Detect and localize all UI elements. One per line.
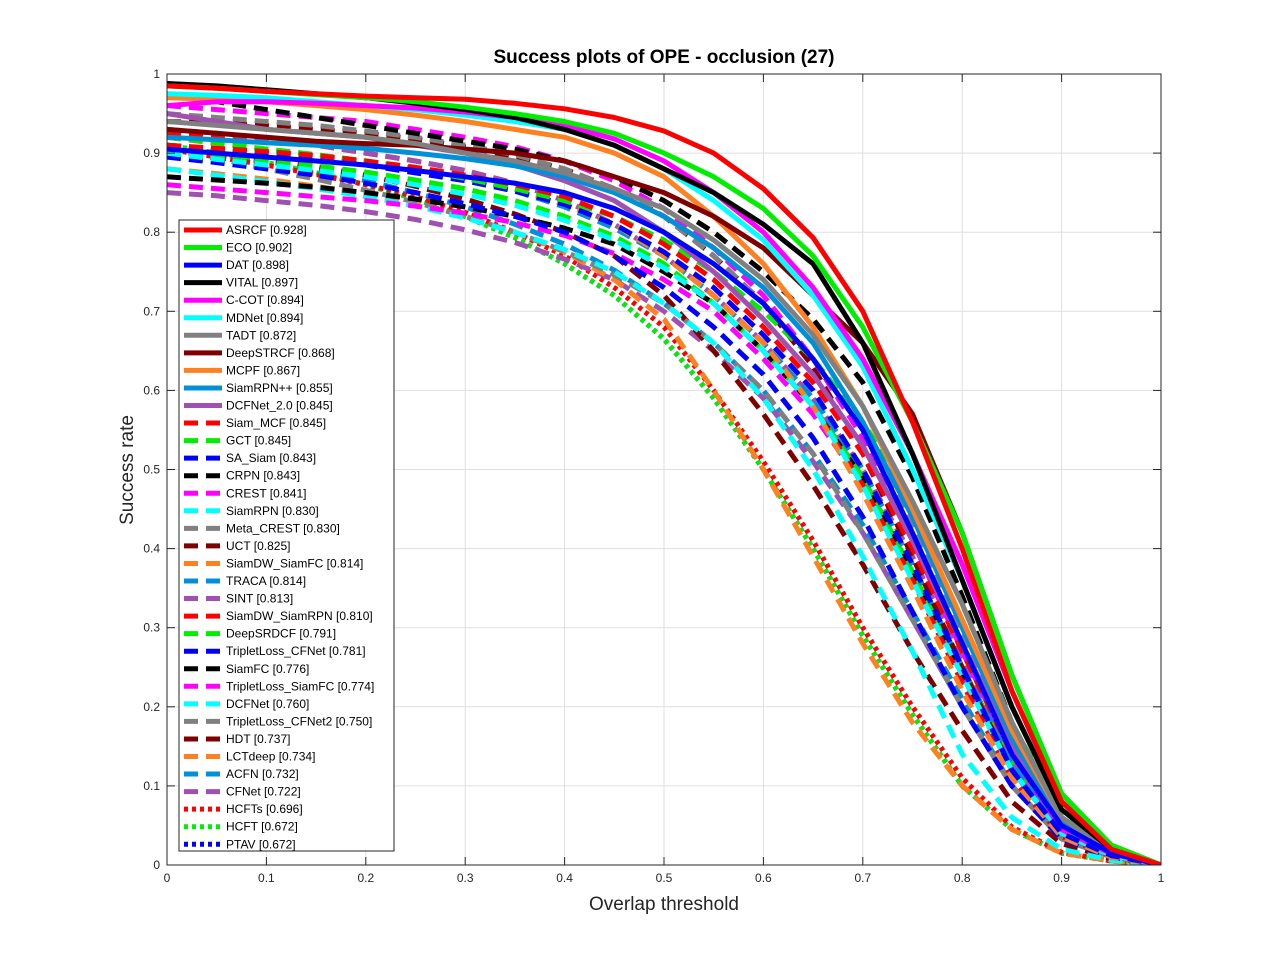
legend-label: TADT [0.872] xyxy=(226,328,296,342)
y-tick-label: 1 xyxy=(153,67,160,81)
legend-label: HDT [0.737] xyxy=(226,732,290,746)
x-tick-label: 0.8 xyxy=(954,871,971,885)
legend-label: ACFN [0.732] xyxy=(226,767,299,781)
legend-label: ECO [0.902] xyxy=(226,241,292,255)
legend-label: SiamDW_SiamFC [0.814] xyxy=(226,556,363,570)
legend-label: SiamRPN [0.830] xyxy=(226,504,319,518)
legend-label: Siam_MCF [0.845] xyxy=(226,416,326,430)
legend-label: CFNet [0.722] xyxy=(226,785,301,799)
legend-label: ASRCF [0.928] xyxy=(226,223,307,237)
legend-label: GCT [0.845] xyxy=(226,434,291,448)
y-tick-label: 0 xyxy=(153,858,160,872)
legend-label: MCPF [0.867] xyxy=(226,363,300,377)
x-tick-label: 0.3 xyxy=(457,871,474,885)
legend-label: PTAV [0.672] xyxy=(226,837,296,851)
legend-label: DCFNet [0.760] xyxy=(226,697,309,711)
chart-title: Success plots of OPE - occlusion (27) xyxy=(493,47,834,68)
legend-label: SINT [0.813] xyxy=(226,592,293,606)
legend-label: CRPN [0.843] xyxy=(226,469,300,483)
x-tick-label: 0.7 xyxy=(854,871,871,885)
axis-ticks: 0 0.1 0.2 0.3 0.4 0.5 0.6 0.7 0.8 0.9 1 0 0.1 0.2 0.3 0… xyxy=(143,67,1164,885)
series-line xyxy=(167,154,1161,865)
legend-label: HCFT [0.672] xyxy=(226,820,298,834)
legend-label: TripletLoss_SiamFC [0.774] xyxy=(226,679,374,693)
y-tick-label: 0.4 xyxy=(143,542,160,556)
x-tick-label: 1 xyxy=(1158,871,1165,885)
x-tick-label: 0.5 xyxy=(656,871,673,885)
series-line xyxy=(167,95,1161,865)
legend-box xyxy=(178,219,395,852)
series-line xyxy=(167,150,1161,865)
y-tick-label: 0.8 xyxy=(143,225,160,239)
y-tick-label: 0.9 xyxy=(143,146,160,160)
series-line xyxy=(167,146,1161,865)
x-axis-label: Overlap threshold xyxy=(589,894,739,915)
legend-label: DCFNet_2.0 [0.845] xyxy=(226,399,333,413)
legend-label: MDNet [0.894] xyxy=(226,311,303,325)
legend-label: TripletLoss_CFNet [0.781] xyxy=(226,644,366,658)
legend-label: DeepSTRCF [0.868] xyxy=(226,346,335,360)
legend-label: VITAL [0.897] xyxy=(226,276,298,290)
y-axis-label: Success rate xyxy=(117,415,138,525)
x-tick-label: 0.6 xyxy=(755,871,772,885)
series-line xyxy=(167,150,1161,865)
x-tick-label: 0.2 xyxy=(357,871,374,885)
legend-label: SiamRPN++ [0.855] xyxy=(226,381,333,395)
x-tick-label: 0.9 xyxy=(1053,871,1070,885)
x-tick-label: 0 xyxy=(164,871,171,885)
legend-label: TRACA [0.814] xyxy=(226,574,306,588)
y-tick-label: 0.7 xyxy=(143,304,160,318)
x-tick-label: 0.4 xyxy=(556,871,573,885)
series-line xyxy=(167,134,1161,865)
legend-label: SiamDW_SiamRPN [0.810] xyxy=(226,609,373,623)
legend-label: DeepSRDCF [0.791] xyxy=(226,627,336,641)
legend-label: HCFTs [0.696] xyxy=(226,802,303,816)
legend-label: TripletLoss_CFNet2 [0.750] xyxy=(226,714,372,728)
legend-label: LCTdeep [0.734] xyxy=(226,750,315,764)
legend-label: C-COT [0.894] xyxy=(226,293,304,307)
x-tick-label: 0.1 xyxy=(258,871,275,885)
series-group xyxy=(167,81,1161,865)
legend-label: SiamFC [0.776] xyxy=(226,662,309,676)
series-line xyxy=(167,174,1161,865)
y-tick-label: 0.5 xyxy=(143,463,160,477)
legend-label: UCT [0.825] xyxy=(226,539,290,553)
y-tick-label: 0.2 xyxy=(143,700,160,714)
series-line xyxy=(167,83,1161,865)
legend-label: CREST [0.841] xyxy=(226,486,306,500)
legend-label: Meta_CREST [0.830] xyxy=(226,521,340,535)
legend-label: SA_Siam [0.843] xyxy=(226,451,316,465)
y-tick-label: 0.6 xyxy=(143,383,160,397)
y-tick-label: 0.3 xyxy=(143,621,160,635)
y-tick-label: 0.1 xyxy=(143,779,160,793)
legend: ASRCF [0.928] ECO [0.902] DAT [0.898] VITAL… xyxy=(178,219,395,852)
series-line xyxy=(167,119,1161,865)
legend-label: DAT [0.898] xyxy=(226,258,289,272)
